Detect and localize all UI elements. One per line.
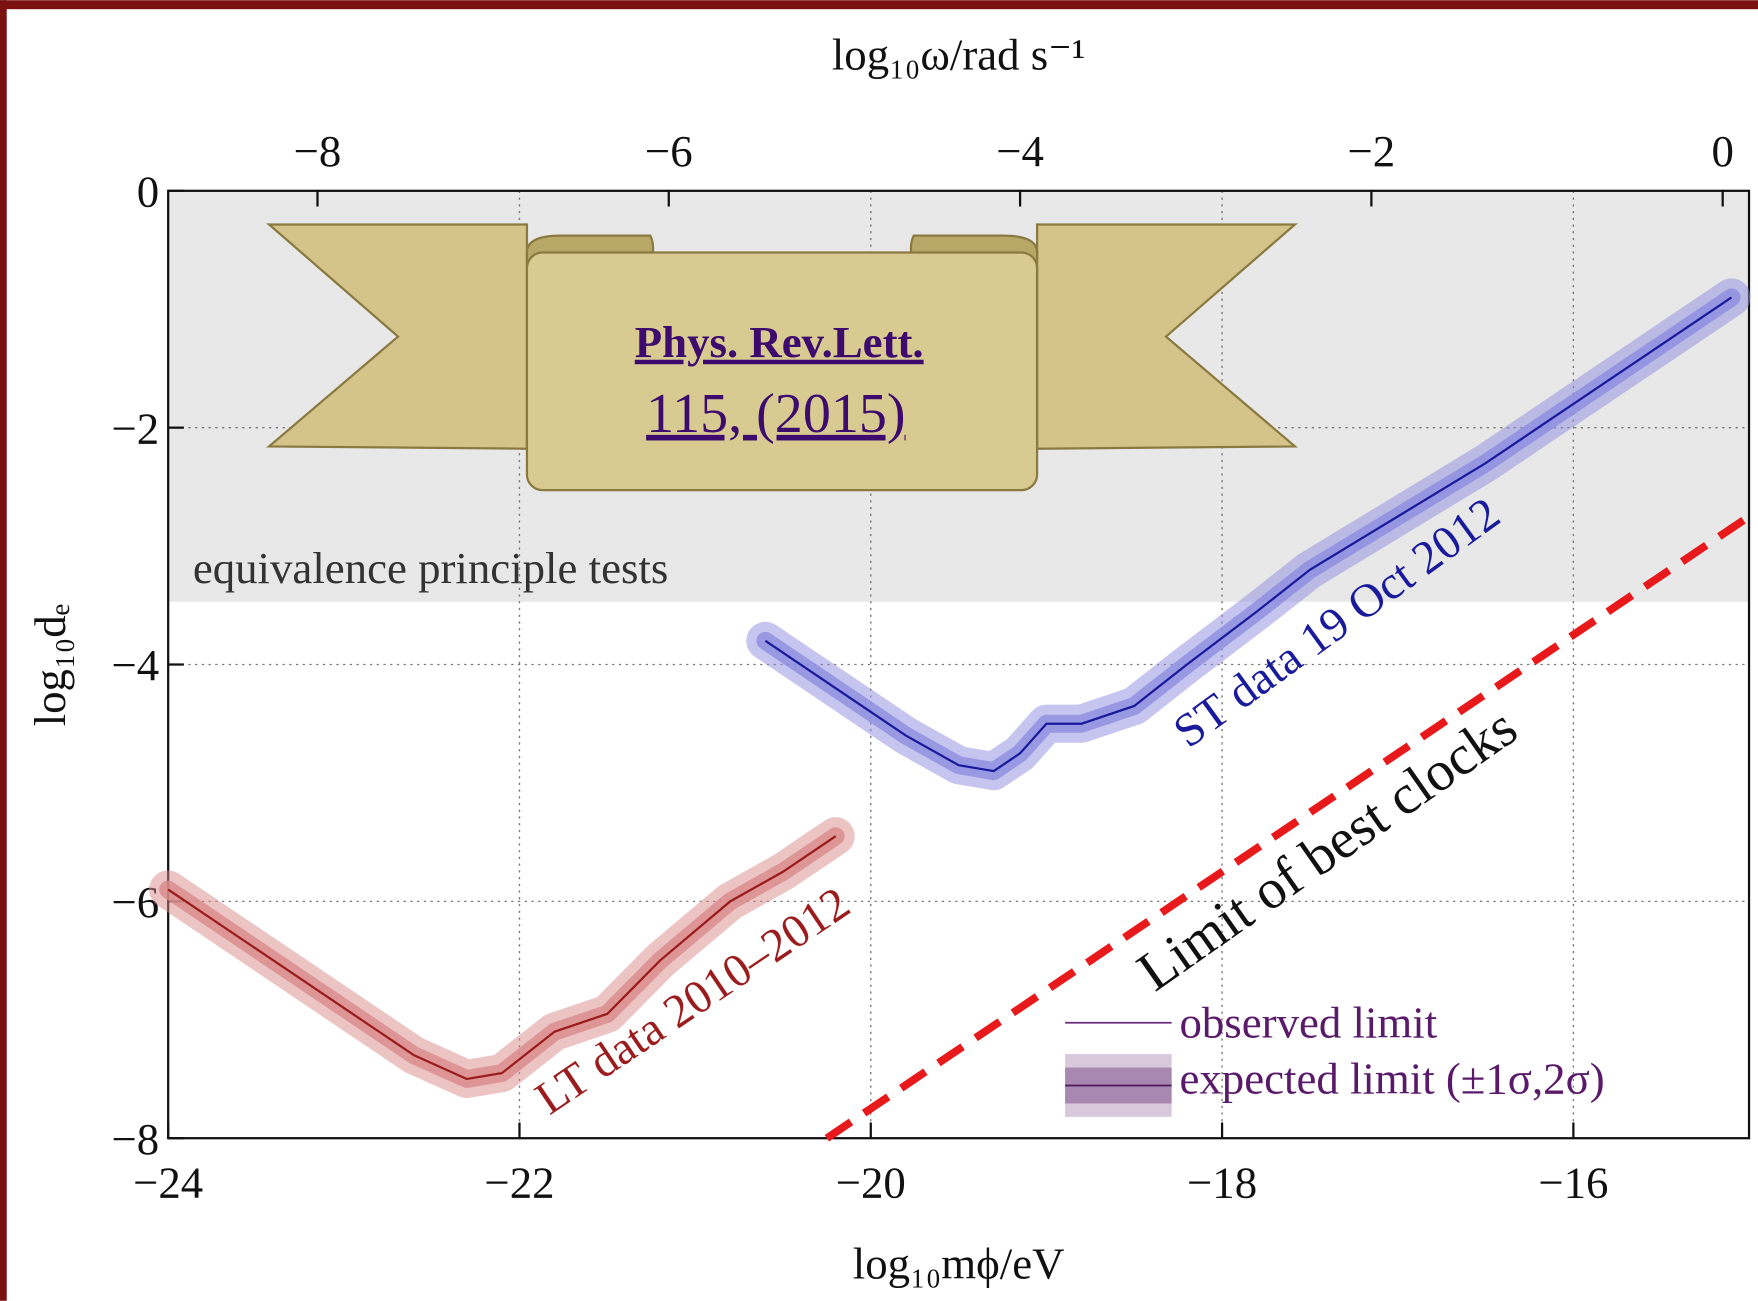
banner-text: 115, (2015) <box>646 383 905 445</box>
x-tick-label: −18 <box>1187 1158 1257 1208</box>
y-tick-label: −2 <box>112 403 160 453</box>
chart: equivalence principle tests−24−22−20−18−… <box>0 0 1758 1301</box>
y-tick-label: −4 <box>112 640 160 690</box>
banner-text: Phys. Rev.Lett. <box>635 317 924 367</box>
x2-tick-label: −4 <box>996 126 1044 176</box>
y-axis-label: log₁₀dₑ <box>25 604 75 726</box>
x-tick-label: −16 <box>1538 1158 1608 1208</box>
x2-tick-label: −8 <box>294 126 342 176</box>
banner-center <box>527 252 1037 490</box>
page: {"chart_data":{"type":"line", "xlabel":"… <box>0 0 1758 1301</box>
x2-tick-label: −6 <box>645 126 693 176</box>
x2-tick-label: 0 <box>1711 126 1733 176</box>
x2-axis-label: log₁₀ω/rad s⁻¹ <box>832 30 1085 80</box>
frame-top <box>0 0 1758 9</box>
region-label: equivalence principle tests <box>193 543 668 593</box>
frame-left <box>0 0 7 1301</box>
x-tick-label: −22 <box>484 1158 554 1208</box>
x-tick-label: −24 <box>133 1158 203 1208</box>
legend-label: observed limit <box>1179 997 1437 1047</box>
y-tick-label: −8 <box>112 1114 160 1164</box>
x2-tick-label: −2 <box>1348 126 1396 176</box>
x-axis-label: log₁₀mϕ/eV <box>853 1238 1065 1288</box>
x-tick-label: −20 <box>836 1158 906 1208</box>
legend-label: expected limit (±1σ,2σ) <box>1179 1053 1604 1103</box>
y-tick-label: 0 <box>137 167 159 217</box>
